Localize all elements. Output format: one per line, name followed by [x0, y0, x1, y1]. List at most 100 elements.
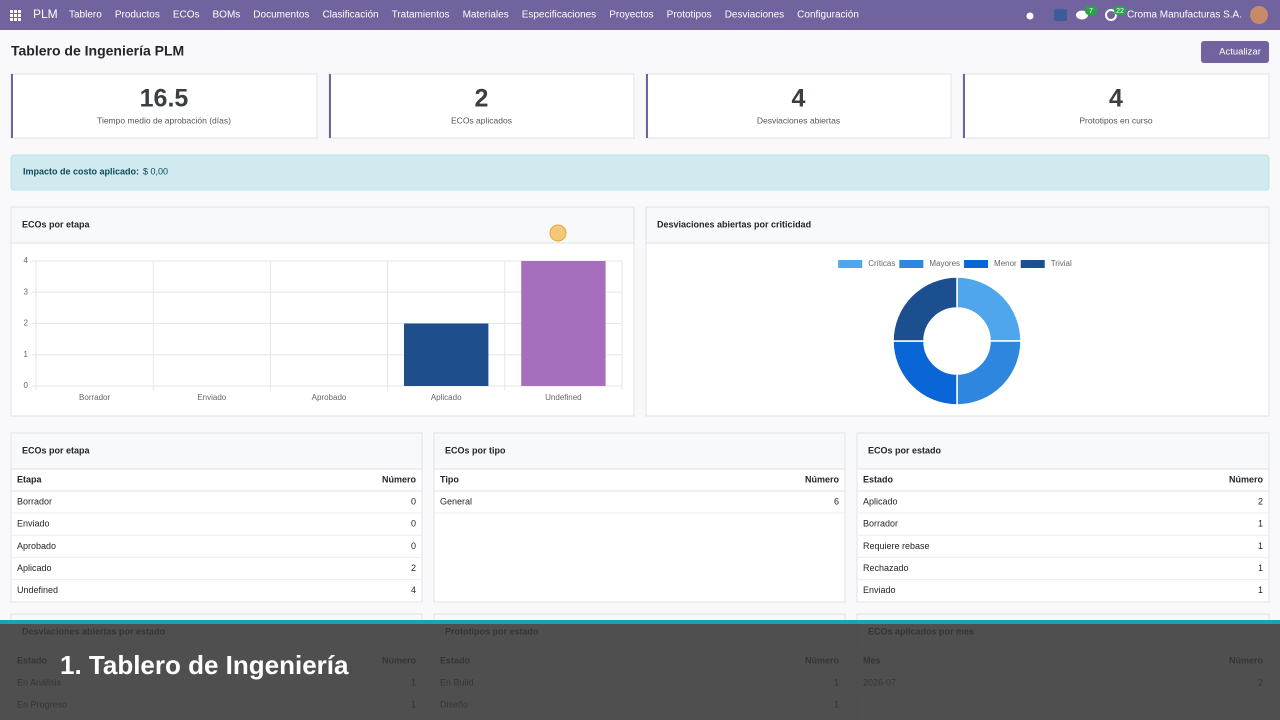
- chat-icon[interactable]: [1076, 10, 1088, 20]
- legend-label: Trivial: [1051, 259, 1072, 268]
- y-tick-label: 4: [24, 256, 29, 265]
- menu-item[interactable]: BOMs: [213, 10, 241, 21]
- kpi-label: Tiempo medio de aprobación (días): [97, 115, 231, 125]
- menu-item[interactable]: Tablero: [69, 10, 102, 21]
- kpi-value: 16.5: [140, 85, 189, 113]
- alert-value: $ 0,00: [143, 166, 168, 176]
- card-title: ECOs por etapa: [22, 445, 91, 455]
- menu-item[interactable]: Tratamientos: [392, 10, 450, 21]
- card-title: ECOs por etapa: [22, 219, 91, 229]
- kpi-value: 4: [1109, 85, 1123, 113]
- kpi-label: Desviaciones abiertas: [757, 115, 840, 125]
- debug-icon[interactable]: [1026, 12, 1034, 20]
- badge: [1114, 6, 1126, 15]
- caption-overlay: [0, 620, 1280, 720]
- cell: 1: [1258, 519, 1263, 529]
- cell: Aplicado: [17, 563, 52, 573]
- kpi-accent: [646, 74, 648, 138]
- menu-item[interactable]: Desviaciones: [725, 10, 784, 21]
- cell: Enviado: [17, 519, 50, 529]
- card-title: ECOs por estado: [868, 445, 942, 455]
- cell: 0: [411, 541, 416, 551]
- app-name[interactable]: PLM: [33, 7, 58, 21]
- card-header: [434, 433, 845, 469]
- y-tick-label: 1: [24, 350, 29, 359]
- menu-item[interactable]: Prototipos: [667, 10, 712, 21]
- column-header: Número: [1229, 474, 1264, 484]
- menu-item[interactable]: Especificaciones: [522, 10, 596, 21]
- kpi-value: 2: [475, 85, 489, 113]
- column-header: Número: [382, 474, 417, 484]
- kpi-card: [10, 73, 318, 139]
- kpi-card: [328, 73, 635, 139]
- menu-item[interactable]: Clasificación: [322, 10, 378, 21]
- badge-count: 7: [1089, 8, 1093, 15]
- cell: 1: [1258, 563, 1263, 573]
- card-header: [11, 433, 422, 469]
- menu-item[interactable]: Proyectos: [609, 10, 653, 21]
- avatar[interactable]: [1250, 6, 1268, 24]
- apps-icon[interactable]: [10, 10, 21, 21]
- cell: Borrador: [17, 496, 52, 506]
- menu-item[interactable]: Productos: [115, 10, 160, 21]
- y-tick-label: 2: [24, 319, 29, 328]
- column-header: Estado: [863, 474, 894, 484]
- cell: 0: [411, 519, 416, 529]
- kpi-label: ECOs aplicados: [451, 115, 512, 125]
- card-header: [11, 207, 634, 243]
- cell: 6: [834, 496, 839, 506]
- y-tick-label: 3: [24, 287, 29, 296]
- menu-item[interactable]: Configuración: [797, 10, 859, 21]
- donut-slice: [956, 340, 1022, 406]
- legend-swatch: [899, 260, 924, 268]
- donut-slice: [956, 276, 1022, 342]
- x-tick-label: Borrador: [79, 393, 110, 402]
- cell: 0: [411, 496, 416, 506]
- x-tick-label: Aplicado: [431, 393, 462, 402]
- badge-count: 22: [1116, 8, 1124, 15]
- bar: [521, 261, 606, 386]
- legend-swatch: [838, 260, 863, 268]
- cell: General: [440, 496, 472, 506]
- refresh-label[interactable]: Actualizar: [1219, 47, 1261, 58]
- cursor: [549, 224, 567, 242]
- cell: Borrador: [863, 519, 898, 529]
- activity-icon[interactable]: [1105, 9, 1117, 21]
- kpi-value: 4: [792, 85, 806, 113]
- menu-item[interactable]: ECOs: [173, 10, 200, 21]
- cell: 1: [1258, 541, 1263, 551]
- cell: 4: [411, 585, 416, 595]
- cell: Aplicado: [863, 496, 898, 506]
- kpi-accent: [329, 74, 331, 138]
- kpi-label: Prototipos en curso: [1079, 115, 1153, 125]
- card-title: ECOs por tipo: [445, 445, 506, 455]
- cell: Undefined: [17, 585, 58, 595]
- kpi-accent: [963, 74, 965, 138]
- kpi-card: [962, 73, 1270, 139]
- cell: Aprobado: [17, 541, 56, 551]
- menu-item[interactable]: Documentos: [253, 10, 309, 21]
- kpi-accent: [11, 74, 13, 138]
- column-header: Etapa: [17, 474, 43, 484]
- cell: Rechazado: [863, 563, 909, 573]
- cell: Requiere rebase: [863, 541, 930, 551]
- menu-item[interactable]: Materiales: [463, 10, 509, 21]
- cell: 2: [1258, 496, 1263, 506]
- cell: Enviado: [863, 585, 896, 595]
- donut-slice: [892, 340, 958, 406]
- tool-icon[interactable]: [1054, 9, 1067, 21]
- alert: [10, 154, 1270, 191]
- company-name[interactable]: Croma Manufacturas S.A.: [1127, 10, 1242, 21]
- x-tick-label: Aprobado: [312, 393, 347, 402]
- alert-label: Impacto de costo aplicado:: [23, 166, 139, 176]
- legend-swatch: [964, 260, 989, 268]
- caption-bar: [0, 620, 1280, 624]
- refresh-button[interactable]: [1201, 41, 1269, 63]
- x-tick-label: Undefined: [545, 393, 581, 402]
- legend-swatch: [1020, 260, 1045, 268]
- column-header: Número: [805, 474, 840, 484]
- x-tick-label: Enviado: [197, 393, 226, 402]
- card-title: Desviaciones abiertas por criticidad: [657, 219, 811, 229]
